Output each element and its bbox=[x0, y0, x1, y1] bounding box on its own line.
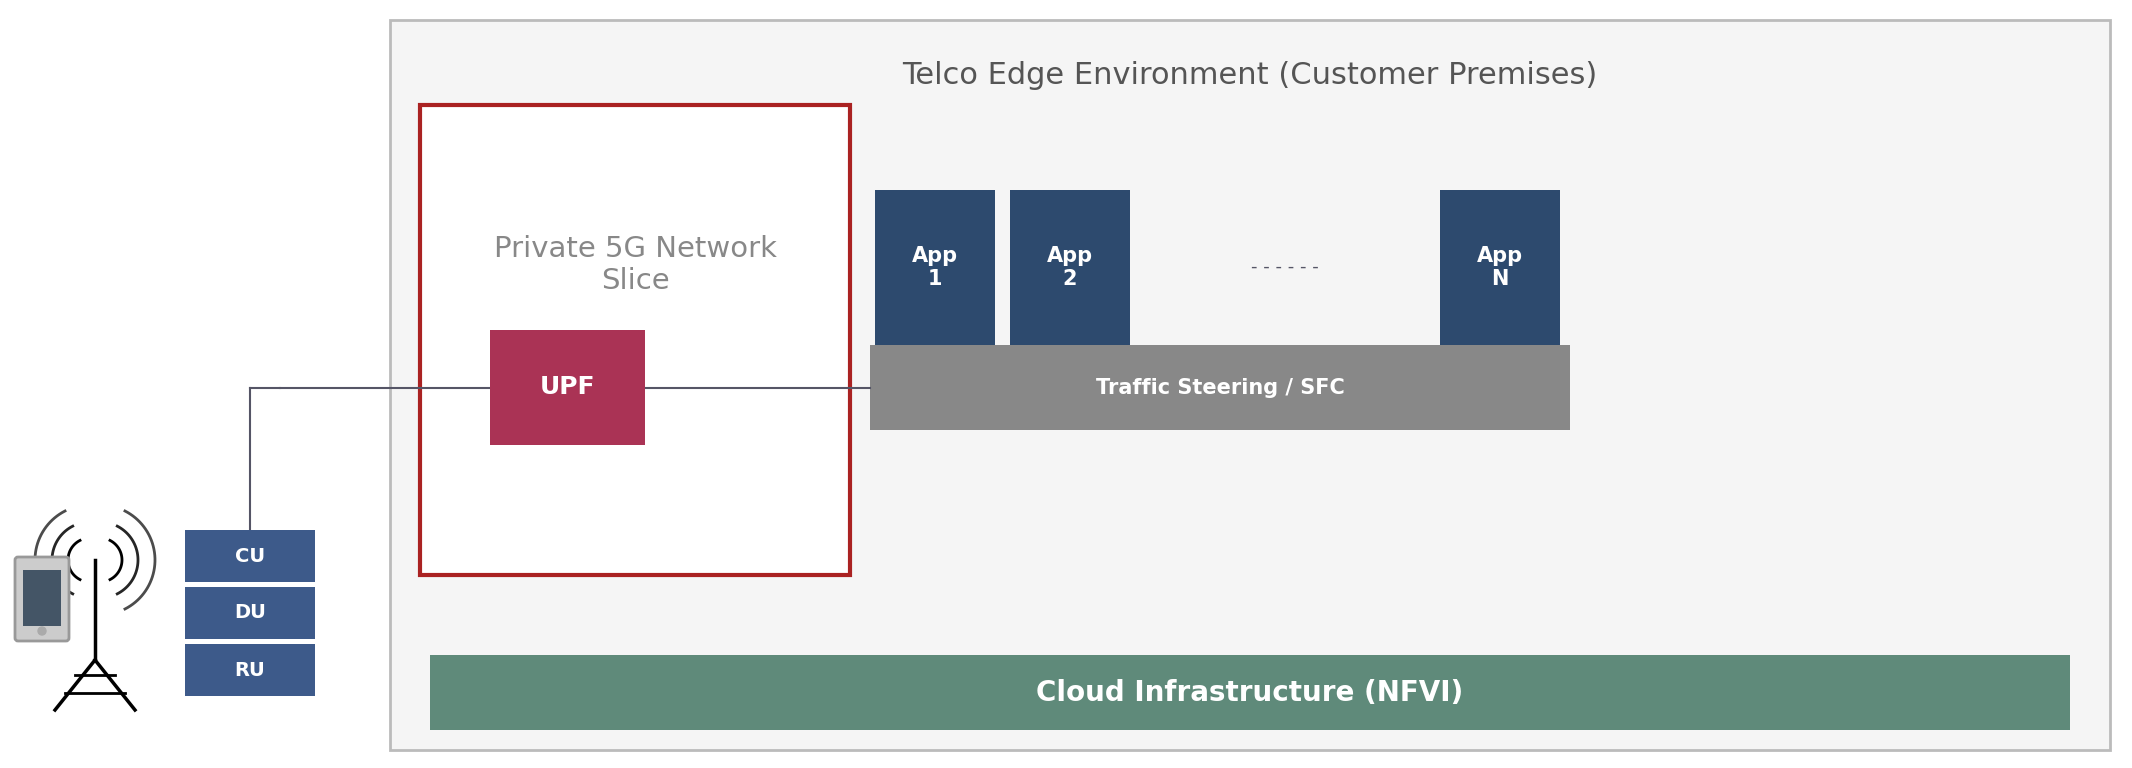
FancyBboxPatch shape bbox=[185, 644, 316, 696]
FancyBboxPatch shape bbox=[870, 345, 1569, 430]
FancyBboxPatch shape bbox=[1439, 190, 1561, 345]
Text: App
N: App N bbox=[1477, 246, 1522, 289]
Text: Private 5G Network
Slice: Private 5G Network Slice bbox=[492, 235, 776, 295]
Text: Traffic Steering / SFC: Traffic Steering / SFC bbox=[1096, 378, 1345, 398]
FancyBboxPatch shape bbox=[390, 20, 2111, 750]
Text: Telco Edge Environment (Customer Premises): Telco Edge Environment (Customer Premise… bbox=[902, 61, 1597, 90]
FancyBboxPatch shape bbox=[185, 587, 316, 639]
FancyBboxPatch shape bbox=[23, 570, 62, 626]
Circle shape bbox=[38, 627, 47, 635]
Text: App
2: App 2 bbox=[1047, 246, 1094, 289]
FancyBboxPatch shape bbox=[185, 530, 316, 582]
Text: CU: CU bbox=[235, 547, 264, 565]
FancyBboxPatch shape bbox=[1011, 190, 1130, 345]
Text: RU: RU bbox=[235, 660, 264, 680]
Text: Cloud Infrastructure (NFVI): Cloud Infrastructure (NFVI) bbox=[1036, 678, 1465, 707]
FancyBboxPatch shape bbox=[490, 330, 646, 445]
FancyBboxPatch shape bbox=[420, 105, 851, 575]
Text: DU: DU bbox=[235, 604, 266, 623]
Text: UPF: UPF bbox=[539, 376, 595, 399]
Text: App
1: App 1 bbox=[912, 246, 957, 289]
FancyBboxPatch shape bbox=[431, 655, 2070, 730]
FancyBboxPatch shape bbox=[15, 557, 68, 641]
FancyBboxPatch shape bbox=[874, 190, 996, 345]
Text: - - - - - -: - - - - - - bbox=[1251, 259, 1320, 276]
